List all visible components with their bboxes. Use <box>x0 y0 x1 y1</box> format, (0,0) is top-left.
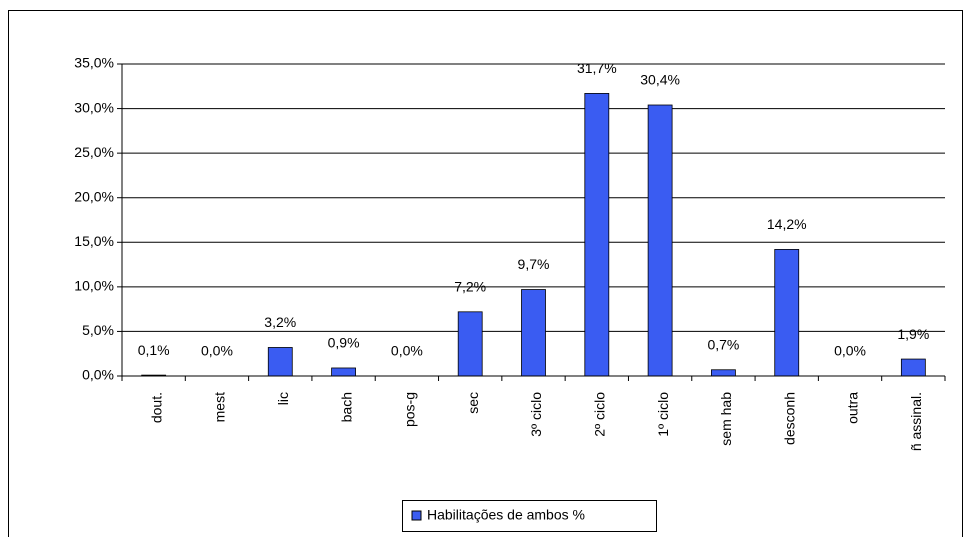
x-tick-label: 2º ciclo <box>592 392 608 437</box>
bar <box>331 367 356 377</box>
x-tick-label: 3º ciclo <box>528 392 544 437</box>
x-tick-label: ñ assinal. <box>908 392 924 451</box>
bar <box>711 369 736 377</box>
legend-label: Habilitações de ambos % <box>427 507 585 523</box>
x-tick-label: 1º ciclo <box>655 392 671 437</box>
data-label: 0,0% <box>834 343 866 359</box>
data-label: 3,2% <box>264 314 296 330</box>
y-tick-label: 0,0% <box>82 367 114 383</box>
data-label: 0,0% <box>391 343 423 359</box>
bar <box>521 289 546 377</box>
bar <box>900 358 926 377</box>
data-label: 0,9% <box>328 335 360 351</box>
data-label: 31,7% <box>577 60 617 76</box>
data-label: 9,7% <box>518 256 550 272</box>
x-tick-label: mest <box>212 392 228 422</box>
y-tick-label: 15,0% <box>74 233 114 249</box>
data-label: 30,4% <box>640 72 680 88</box>
x-tick-label: sem hab <box>718 392 734 446</box>
y-tick-label: 10,0% <box>74 278 114 294</box>
y-tick-label: 25,0% <box>74 144 114 160</box>
data-label: 1,9% <box>897 326 929 342</box>
data-label: 14,2% <box>767 216 807 232</box>
data-label: 0,0% <box>201 343 233 359</box>
legend-swatch <box>411 510 422 521</box>
y-tick-label: 5,0% <box>82 322 114 338</box>
x-tick-label: dout. <box>148 392 164 423</box>
x-tick-label: outra <box>845 392 861 424</box>
bar <box>457 311 483 377</box>
bar <box>267 347 293 377</box>
chart-border <box>8 10 963 537</box>
data-label: 0,7% <box>707 336 739 352</box>
legend-box <box>402 500 657 532</box>
y-tick-label: 35,0% <box>74 55 114 71</box>
data-label: 7,2% <box>454 279 486 295</box>
data-label: 0,1% <box>138 342 170 358</box>
bar <box>774 249 800 377</box>
bar <box>647 104 673 377</box>
x-tick-label: sec <box>465 392 481 414</box>
y-tick-label: 30,0% <box>74 99 114 115</box>
x-tick-label: bach <box>338 392 354 422</box>
y-tick-label: 20,0% <box>74 188 114 204</box>
x-tick-label: pos-g <box>402 392 418 427</box>
bar <box>584 93 610 377</box>
x-tick-label: lic <box>275 392 291 405</box>
x-tick-label: desconh <box>781 392 797 445</box>
